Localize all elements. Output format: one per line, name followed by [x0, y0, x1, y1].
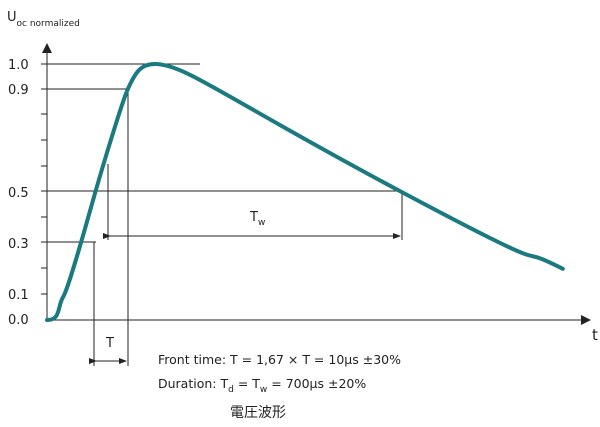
- front-time-note: Front time: T = 1,67 × T = 10μs ±30%: [158, 352, 401, 367]
- y-tick-label-0-3: 0.3: [8, 237, 29, 252]
- y-tick-label-0-0: 0.0: [8, 313, 29, 328]
- y-tick-label-1-0: 1.0: [8, 58, 29, 73]
- y-tick-label-0-5: 0.5: [8, 186, 29, 201]
- waveform-series-line: [45, 62, 565, 322]
- y-tick-label-0-1: 0.1: [8, 288, 29, 303]
- y-axis-title: Uoc normalized: [7, 10, 80, 29]
- y-tick-marks: [41, 63, 47, 295]
- y-tick-label-0-9: 0.9: [8, 83, 29, 98]
- x-axis-title: t: [592, 326, 598, 344]
- y-axis-title-main: U: [7, 10, 17, 25]
- duration-note: Duration: Td = Tw = 700μs ±20%: [158, 376, 366, 395]
- tw-label: Tw: [249, 210, 265, 228]
- y-axis-title-sub: oc normalized: [17, 19, 80, 29]
- chart-caption: 電圧波形: [230, 405, 286, 421]
- t-label: T: [105, 336, 114, 351]
